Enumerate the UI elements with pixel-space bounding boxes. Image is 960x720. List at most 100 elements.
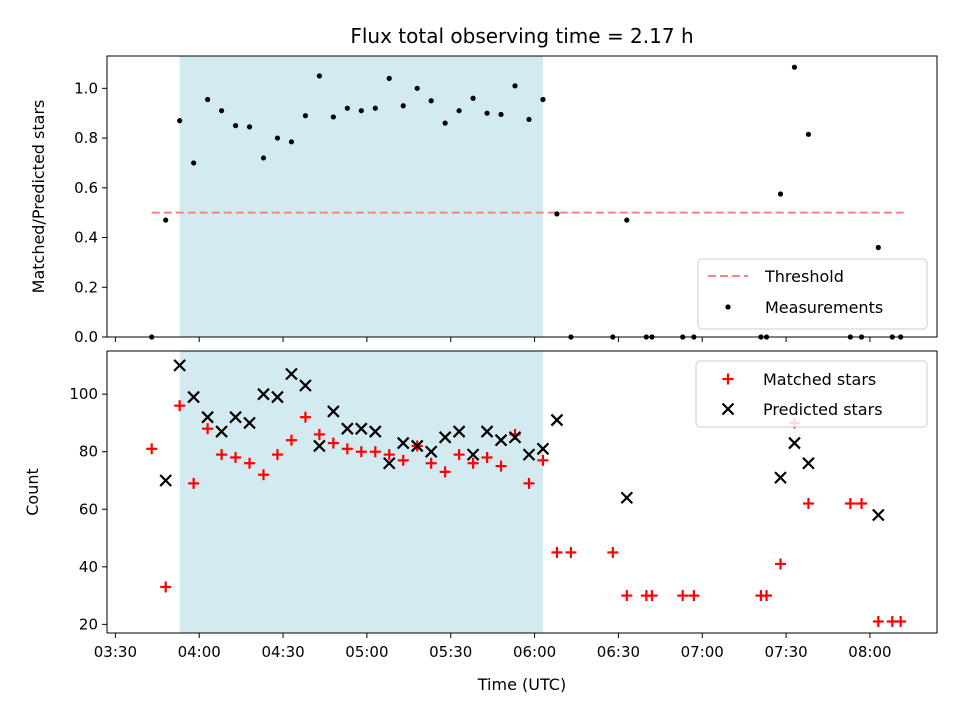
x-tick-label: 04:00 <box>178 643 221 661</box>
matched-star-point <box>355 446 367 458</box>
top-y-ticks: 0.0 0.2 0.4 0.6 0.8 1.0 <box>74 79 107 346</box>
measurement-point <box>805 131 812 137</box>
measurement-point <box>218 108 225 114</box>
matched-star-point <box>551 546 563 558</box>
measurement-point <box>344 105 350 111</box>
predicted-star-point <box>243 416 256 430</box>
measurement-point <box>554 211 560 217</box>
predicted-star-point <box>285 367 298 381</box>
measurement-point <box>470 95 476 101</box>
matched-star-point <box>397 454 409 466</box>
measurement-point <box>875 244 881 251</box>
y-tick-label: 1.0 <box>74 79 98 97</box>
measurement-point <box>791 64 798 70</box>
predicted-star-point <box>494 433 508 447</box>
measurement-point <box>456 108 462 114</box>
predicted-star-point <box>369 425 382 438</box>
predicted-star-point <box>438 431 452 444</box>
predicted-star-point <box>802 456 815 470</box>
x-tick-label: 05:00 <box>345 643 388 661</box>
matched-star-point <box>369 446 381 458</box>
matched-star-point <box>216 449 228 461</box>
measurement-point <box>526 116 532 123</box>
matched-star-point <box>160 581 172 593</box>
predicted-star-point <box>466 448 480 461</box>
predicted-star-point <box>327 405 340 418</box>
legend-measurement-swatch <box>725 304 731 310</box>
matched-star-point <box>872 615 884 627</box>
matched-star-point <box>425 457 437 469</box>
x-tick-label: 06:30 <box>597 643 640 661</box>
legend-box <box>695 360 928 428</box>
y-tick-label: 20 <box>79 615 98 633</box>
matched-star-point <box>895 615 907 627</box>
legend-matched-swatch <box>722 373 734 385</box>
x-tick-label: 06:00 <box>513 643 556 661</box>
y-tick-label: 0.0 <box>74 328 98 346</box>
matched-star-point <box>495 460 507 472</box>
measurement-point <box>484 110 490 116</box>
matched-star-point <box>621 590 633 602</box>
predicted-star-point <box>522 448 536 461</box>
predicted-star-point <box>396 436 410 450</box>
legend-box <box>697 258 928 330</box>
matched-star-point <box>257 469 269 481</box>
y-tick-label: 100 <box>69 385 98 403</box>
predicted-star-point <box>229 410 242 424</box>
legend-measurement-label: Measurements <box>765 298 883 317</box>
y-tick-label: 40 <box>79 558 98 576</box>
predicted-star-point <box>788 436 801 450</box>
matched-star-point <box>188 477 200 489</box>
matched-star-point <box>607 546 619 558</box>
measurement-point <box>400 103 406 109</box>
matched-star-point <box>285 434 297 446</box>
measurement-point <box>288 139 295 145</box>
x-tick-label: 07:00 <box>681 643 724 661</box>
legend-predicted-swatch <box>721 402 735 416</box>
predicted-star-point <box>299 379 312 392</box>
matched-star-point <box>523 477 535 489</box>
matched-star-point <box>537 454 549 466</box>
y-tick-label: 60 <box>79 500 98 518</box>
bottom-panel: 20 40 60 80 100 03:30 04:00 04:30 05:00 05:30 06:… <box>23 350 938 694</box>
matched-star-point <box>802 498 814 510</box>
bottom-plot-frame <box>106 350 938 634</box>
measurement-point <box>246 124 253 130</box>
measurement-point <box>163 217 169 223</box>
predicted-star-point <box>410 439 424 453</box>
x-tick-label: 03:30 <box>94 643 137 661</box>
predicted-star-point <box>173 359 186 372</box>
predicted-star-point <box>355 422 368 435</box>
matched-star-point <box>844 498 856 510</box>
x-tick-label: 08:00 <box>848 643 891 661</box>
measurement-point <box>205 96 211 103</box>
top-panel: 0.0 0.2 0.4 0.6 0.8 1.0 Matched/Predicted sta… <box>29 55 938 346</box>
matched-star-point <box>341 443 353 455</box>
matched-star-point <box>646 590 658 602</box>
matched-star-point <box>244 457 256 469</box>
matched-star-point <box>230 451 242 463</box>
count-points <box>146 359 907 627</box>
predicted-star-point <box>382 456 396 470</box>
measurement-point <box>512 83 518 89</box>
matched-star-point <box>856 498 868 510</box>
legend-threshold-label: Threshold <box>764 267 844 286</box>
predicted-star-point <box>536 442 550 456</box>
top-plot-frame <box>106 55 938 338</box>
y-tick-label: 0.4 <box>74 229 98 247</box>
measurement-point <box>316 73 322 79</box>
bottom-y-axis-label: Count <box>23 468 42 516</box>
predicted-star-point <box>215 425 228 438</box>
measurement-point <box>274 135 281 141</box>
predicted-star-point <box>257 387 270 401</box>
predicted-star-point <box>550 413 564 427</box>
predicted-star-point <box>159 474 172 487</box>
measurement-points <box>149 64 904 340</box>
top-x-ticks <box>114 337 871 342</box>
measurement-point <box>777 191 784 197</box>
matched-star-point <box>327 437 339 449</box>
x-tick-label: 04:30 <box>261 643 304 661</box>
matched-star-point <box>565 546 577 558</box>
legend-predicted-label: Predicted stars <box>763 400 883 419</box>
